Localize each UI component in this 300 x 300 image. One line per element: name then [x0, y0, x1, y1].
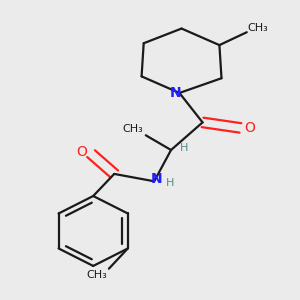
Text: O: O [76, 145, 87, 159]
Text: CH₃: CH₃ [86, 270, 106, 280]
Text: H: H [166, 178, 174, 188]
Text: O: O [244, 121, 255, 135]
Text: N: N [151, 172, 162, 186]
Text: H: H [180, 143, 189, 153]
Text: CH₃: CH₃ [123, 124, 143, 134]
Text: N: N [169, 86, 181, 100]
Text: CH₃: CH₃ [247, 23, 268, 33]
